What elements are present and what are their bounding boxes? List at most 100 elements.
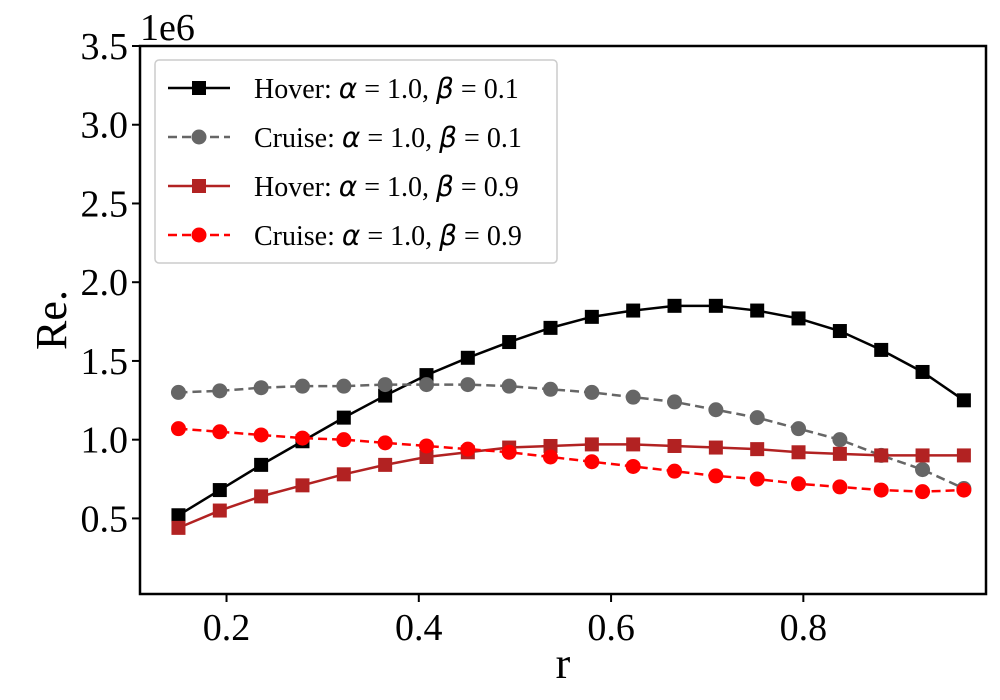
legend-label-part: = 0.9 (457, 221, 522, 252)
legend-marker (191, 227, 207, 243)
data-point (212, 424, 228, 440)
data-point (253, 427, 269, 443)
data-point (832, 432, 848, 448)
data-point (915, 462, 931, 478)
x-tick-label: 0.8 (780, 607, 828, 649)
data-point (791, 311, 806, 326)
legend-label-part: Hover: (254, 74, 339, 105)
data-point (171, 508, 186, 523)
legend-label-part: β (435, 72, 454, 105)
y-tick-label: 0.5 (81, 498, 129, 540)
data-point (336, 378, 352, 394)
data-point (874, 448, 889, 463)
legend-item: Hover: α = 1.0, β = 0.1 (168, 72, 519, 105)
data-point (295, 478, 310, 493)
data-point (625, 458, 641, 474)
data-point (874, 342, 889, 357)
legend-box (154, 59, 558, 264)
data-point (543, 438, 558, 453)
legend-label-part: α (339, 170, 358, 203)
data-point (170, 384, 186, 400)
y-tick-label: 1.0 (81, 420, 129, 462)
data-point (749, 471, 765, 487)
data-point (873, 482, 889, 498)
data-point (171, 520, 186, 535)
data-point (543, 449, 559, 465)
data-point (336, 410, 351, 425)
data-point (336, 432, 352, 448)
legend-label-part: Hover: (254, 172, 339, 203)
data-point (501, 444, 517, 460)
x-axis-label: r (556, 639, 571, 688)
y-tick-label: 3.0 (81, 105, 129, 147)
legend-label-part: Cruise: (254, 123, 342, 154)
y-tick-label: 3.5 (81, 26, 129, 68)
data-point (708, 468, 724, 484)
data-point (378, 388, 393, 403)
data-point (294, 430, 310, 446)
legend-label: Hover: α = 1.0, β = 0.1 (254, 72, 519, 105)
y-offset-label: 1e6 (140, 7, 195, 49)
data-point (377, 377, 393, 393)
data-point (253, 380, 269, 396)
data-point (750, 442, 765, 457)
data-point (419, 450, 434, 464)
y-tick-label: 1.5 (81, 341, 129, 383)
data-point (667, 394, 683, 410)
legend-label-part: Cruise: (254, 221, 342, 252)
data-point (584, 384, 600, 400)
legend-label-part: β (438, 219, 457, 252)
data-point (501, 378, 517, 394)
data-point (418, 438, 434, 454)
x-axis: 0.2 0.4 0.6 0.8 (203, 594, 827, 649)
data-point (749, 410, 765, 426)
legend-label-part: = 1.0, (357, 172, 436, 203)
x-tick-label: 0.2 (203, 607, 251, 649)
data-point (584, 454, 600, 470)
data-point (667, 463, 683, 479)
data-point (708, 440, 723, 455)
legend-marker (192, 179, 206, 193)
legend-item: Cruise: α = 1.0, β = 0.9 (168, 219, 522, 252)
data-point (377, 435, 393, 451)
x-tick-label: 0.6 (587, 607, 635, 649)
data-point (750, 303, 765, 318)
legend-label-part: = 1.0, (360, 123, 439, 154)
data-point (336, 467, 351, 482)
data-point (502, 335, 517, 350)
data-point (584, 309, 599, 324)
data-point (708, 298, 723, 313)
data-point (543, 320, 558, 335)
data-point (667, 298, 682, 313)
legend-label-part: β (435, 170, 454, 203)
legend-label: Cruise: α = 1.0, β = 0.1 (254, 121, 522, 154)
legend-label: Hover: α = 1.0, β = 0.9 (254, 170, 519, 203)
legend-label: Cruise: α = 1.0, β = 0.9 (254, 219, 522, 252)
data-point (791, 476, 807, 492)
data-point (212, 383, 228, 399)
data-point (956, 393, 971, 408)
series-3 (171, 437, 971, 535)
legend-label-part: = 0.1 (457, 123, 522, 154)
data-point (708, 402, 724, 418)
legend-marker (192, 81, 206, 95)
legend-item: Cruise: α = 1.0, β = 0.1 (168, 121, 522, 154)
data-point (212, 483, 227, 498)
legend-label-part: = 0.1 (454, 74, 519, 105)
data-point (212, 503, 227, 518)
series-4 (170, 421, 972, 500)
legend-marker (191, 129, 207, 145)
data-point (378, 457, 393, 472)
plot-area (170, 298, 972, 535)
legend-label-part: = 0.9 (454, 172, 519, 203)
data-point (625, 389, 641, 405)
legend-label-part: α (342, 219, 361, 252)
data-point (626, 437, 641, 452)
data-point (956, 482, 972, 498)
data-point (460, 350, 475, 365)
data-point (254, 457, 269, 472)
data-point (254, 489, 269, 504)
data-point (791, 445, 806, 460)
legend-item: Hover: α = 1.0, β = 0.9 (168, 170, 519, 203)
legend-label-part: = 1.0, (357, 74, 436, 105)
